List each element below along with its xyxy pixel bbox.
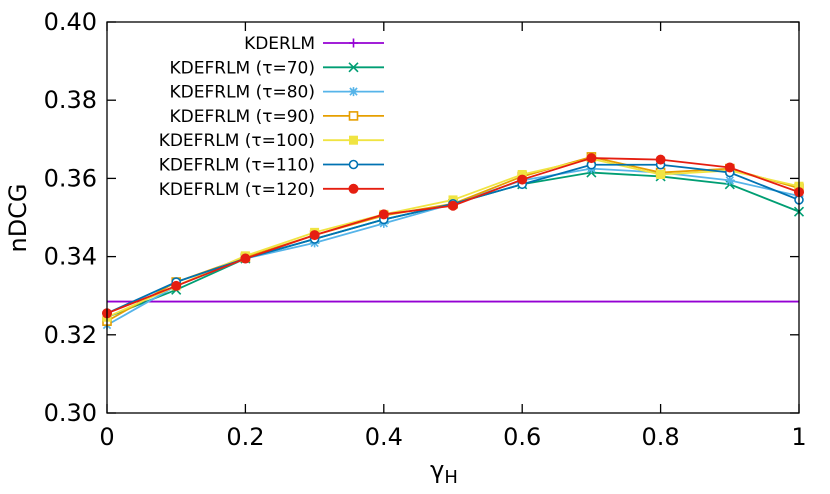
- y-tick-label: 0.38: [44, 86, 97, 114]
- legend-marker: [348, 159, 359, 170]
- legend-marker: [348, 111, 359, 121]
- series-7: [102, 153, 804, 319]
- data-point: [725, 175, 735, 185]
- y-tick-label: 0.34: [44, 243, 97, 271]
- series-4: [102, 152, 804, 326]
- y-axis-title: nDCG: [4, 183, 32, 252]
- legend-entry: KDEFRLM (τ=100): [159, 131, 384, 151]
- data-point: [240, 253, 251, 264]
- legend-marker: [349, 87, 358, 97]
- legend-label: KDEFRLM (τ=80): [170, 83, 316, 103]
- legend-entry: KDEFRLM (τ=90): [170, 107, 384, 127]
- x-axis-title-main: γ: [430, 456, 444, 484]
- data-point: [171, 280, 182, 291]
- y-tick-label: 0.32: [44, 321, 97, 349]
- x-tick-label: 1: [791, 423, 806, 451]
- x-tick-label: 0.6: [503, 423, 541, 451]
- x-axis-title: γH: [430, 456, 458, 488]
- data-point: [655, 154, 666, 165]
- data-point: [656, 169, 666, 179]
- legend: KDERLM KDEFRLM (τ=70) KDEFRLM (τ=80) KDEFRL…: [159, 34, 384, 200]
- data-point: [378, 209, 389, 220]
- x-tick-label: 0.4: [365, 423, 403, 451]
- legend-marker: [349, 135, 358, 145]
- data-point: [309, 230, 320, 241]
- legend-entry: KDEFRLM (τ=110): [159, 156, 384, 176]
- data-point: [448, 200, 458, 211]
- legend-marker: [348, 183, 359, 194]
- x-axis-title-sub: H: [444, 467, 458, 488]
- legend-label: KDEFRLM (τ=100): [159, 131, 315, 151]
- legend-label: KDEFRLM (τ=90): [170, 107, 316, 127]
- legend-label: KDERLM: [244, 34, 315, 54]
- y-tick-label: 0.30: [44, 399, 97, 427]
- data-point: [724, 162, 735, 173]
- legend-entry: KDEFRLM (τ=80): [170, 83, 384, 103]
- legend-marker: [348, 62, 359, 73]
- legend-label: KDEFRLM (τ=70): [170, 58, 316, 78]
- data-point: [517, 174, 528, 185]
- y-tick-label: 0.40: [44, 8, 97, 36]
- y-tick-label: 0.36: [44, 164, 97, 192]
- legend-entry: KDEFRLM (τ=120): [159, 180, 384, 200]
- x-tick-label: 0.2: [226, 423, 264, 451]
- data-point: [586, 153, 597, 164]
- axes: 0.30 0.32 0.34 0.36 0.38 0.40 0 0.2 0.4 0.6 0.8 1: [44, 8, 807, 451]
- data-point: [517, 169, 527, 179]
- x-tick-label: 0: [99, 423, 114, 451]
- legend-entry: KDEFRLM (τ=70): [170, 58, 384, 78]
- plot-frame: [106, 21, 800, 414]
- legend-entry: KDERLM: [244, 34, 384, 54]
- legend-label: KDEFRLM (τ=110): [159, 156, 315, 176]
- x-tick-label: 0.8: [642, 423, 680, 451]
- legend-label: KDEFRLM (τ=120): [159, 180, 315, 200]
- legend-marker: [349, 38, 358, 48]
